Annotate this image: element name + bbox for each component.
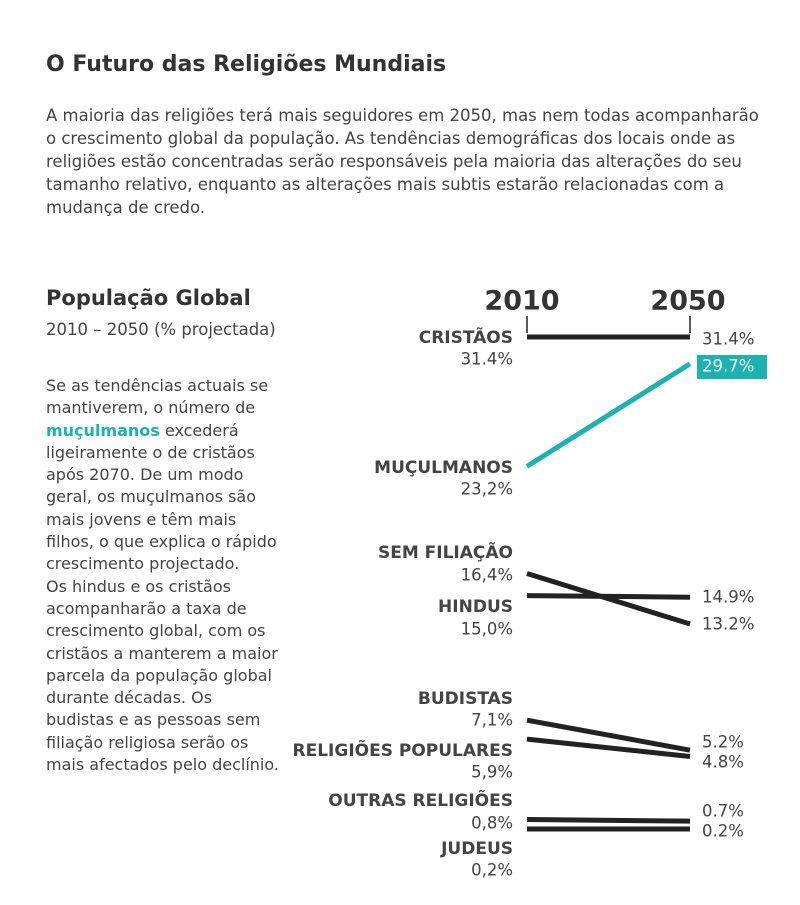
- value-label: 31.4%: [461, 350, 513, 369]
- category-label: JUDEUS: [440, 839, 513, 859]
- value-label: 0.2%: [702, 822, 744, 841]
- value-label: 5.2%: [702, 733, 744, 752]
- slope-line: [525, 361, 692, 469]
- value-label: 23,2%: [461, 480, 513, 499]
- slope-line: [526, 717, 691, 753]
- category-label: CRISTÃOS: [419, 325, 513, 348]
- text: excederá ligeiramente o de cristãos após…: [46, 420, 277, 574]
- slope-line: [526, 736, 691, 759]
- category-label: MUÇULMANOS: [374, 458, 513, 478]
- description: A maioria das religiões terá mais seguid…: [46, 106, 759, 217]
- value-label: 4.8%: [702, 753, 744, 772]
- value-label: 14.9%: [702, 588, 754, 607]
- chart-title: População Global: [46, 286, 251, 310]
- highlight: muçulmanos: [46, 420, 160, 440]
- value-label: 0,2%: [471, 861, 513, 880]
- value-label: 0.7%: [702, 802, 744, 821]
- value-label: 15,0%: [461, 620, 513, 639]
- value-label: 29.7%: [702, 357, 754, 376]
- text: Se as tendências actuais se mantiverem, …: [46, 376, 269, 418]
- value-label: 7,1%: [471, 711, 513, 730]
- category-label: SEM FILIAÇÃO: [378, 540, 513, 563]
- paragraph: Os hindus e os cristãos acompanharão a t…: [46, 576, 279, 775]
- title: O Futuro das Religiões Mundiais: [46, 52, 447, 77]
- paragraph: Se as tendências actuais se mantiverem, …: [46, 375, 281, 576]
- column-header: 2050: [650, 286, 725, 317]
- category-label: HINDUS: [438, 597, 513, 617]
- slope-line: [526, 817, 691, 824]
- value-label: 16,4%: [461, 566, 513, 585]
- value-label: 5,9%: [471, 763, 513, 782]
- chart-subtitle: 2010 – 2050 (% projectada): [46, 320, 276, 339]
- sidebar-text: Se as tendências actuais se mantiverem, …: [46, 375, 281, 776]
- category-label: RELIGIÕES POPULARES: [293, 738, 513, 761]
- label-box: [697, 355, 767, 379]
- value-label: 0,8%: [471, 814, 513, 833]
- value-label: 13.2%: [702, 615, 754, 634]
- category-label: OUTRAS RELIGIÕES: [328, 788, 513, 811]
- value-label: 31.4%: [702, 330, 754, 349]
- column-header: 2010: [484, 286, 559, 317]
- slope-line: [526, 593, 691, 600]
- category-label: BUDISTAS: [418, 689, 513, 709]
